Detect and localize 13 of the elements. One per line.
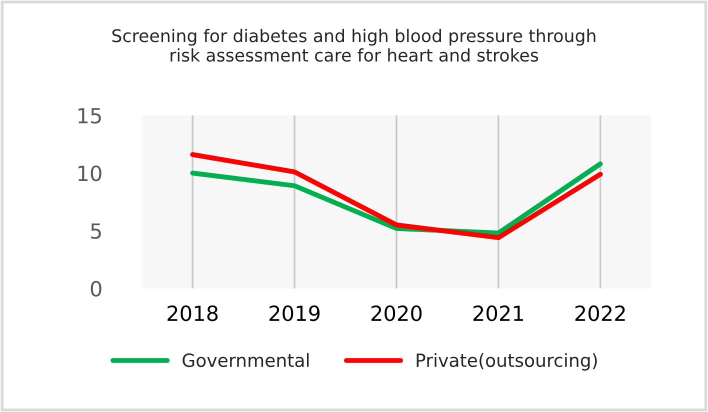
x-tick-label: 2022: [575, 305, 625, 322]
y-tick-label: 5: [91, 223, 101, 239]
legend-label: Private(outsourcing): [416, 353, 597, 371]
x-tick-label: 2021: [473, 305, 524, 322]
legend-label: Governmental: [182, 353, 309, 368]
chart-title: Screening for diabetes and high blood pressure through risk assessment care for heart and strokes: [112, 28, 596, 62]
y-tick-label: 15: [78, 108, 101, 124]
line-series: [190, 152, 603, 240]
x-tick-label: 2019: [270, 305, 320, 322]
y-tick-label: 10: [78, 165, 102, 182]
x-tick-label: 2020: [371, 305, 422, 322]
x-tick-label: 2018: [168, 305, 218, 322]
y-tick-label: 0: [90, 280, 102, 297]
